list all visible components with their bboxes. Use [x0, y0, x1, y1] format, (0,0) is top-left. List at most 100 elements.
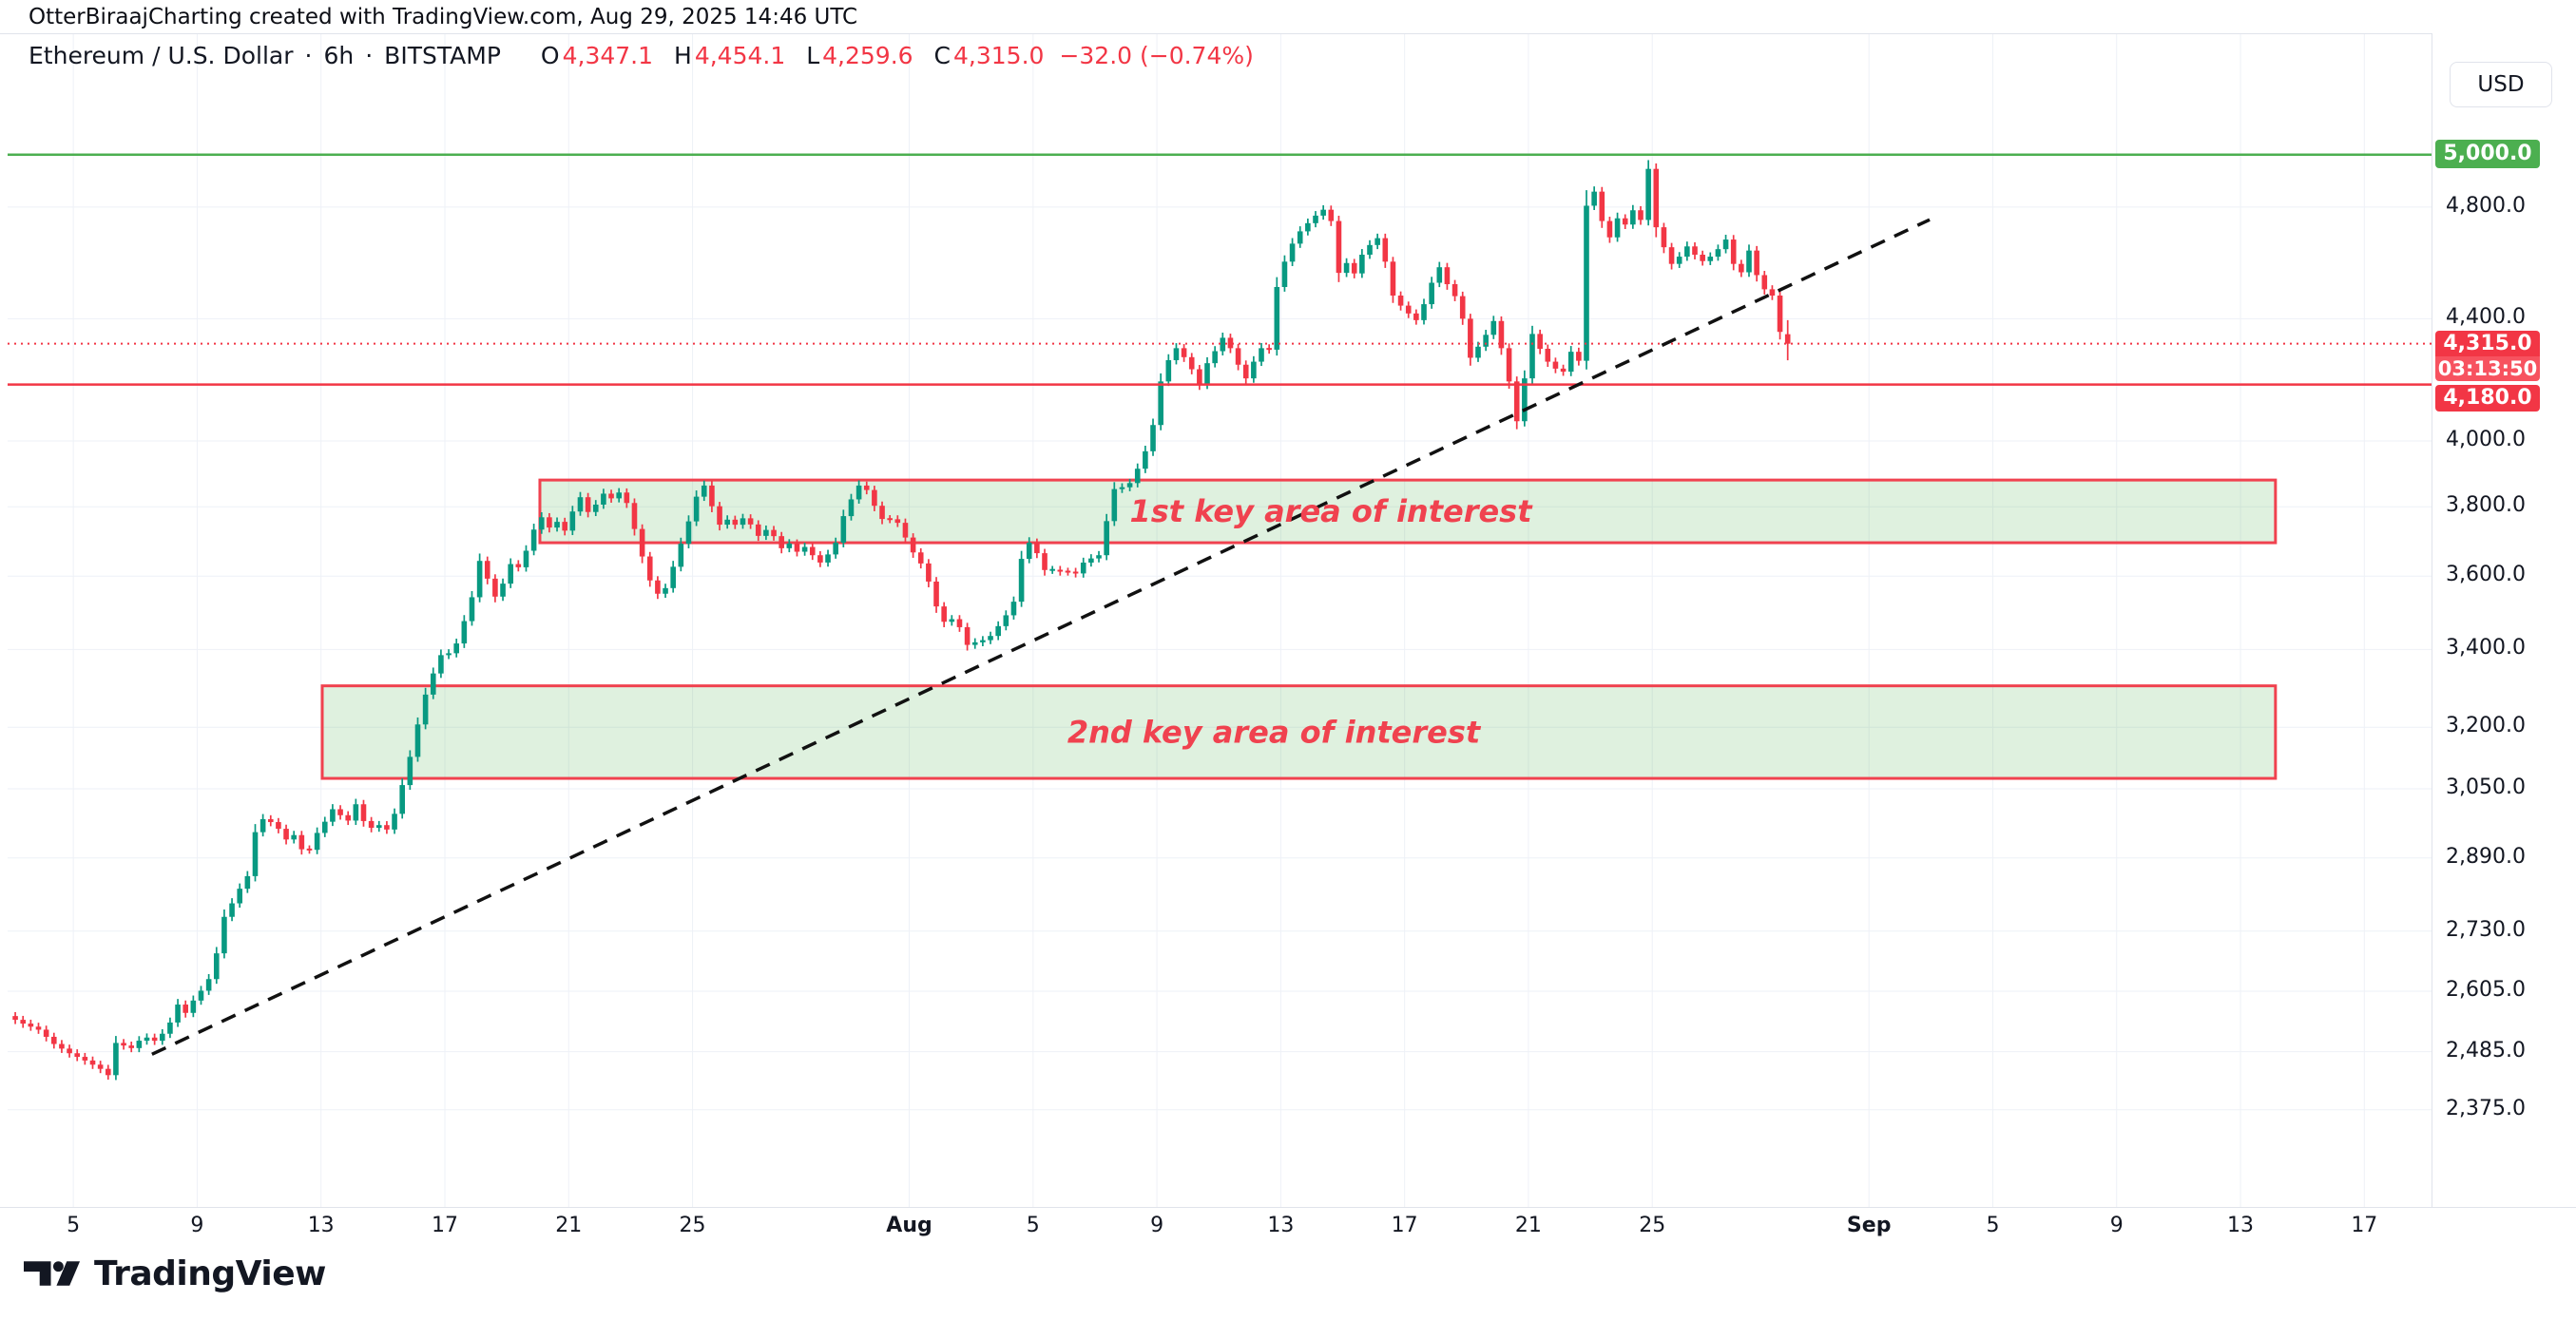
candle-body: [1584, 205, 1589, 361]
candle-body: [523, 550, 529, 567]
candle-body: [1645, 168, 1651, 220]
candle-body: [1010, 602, 1017, 616]
candle-body: [345, 814, 351, 821]
currency-usd-button[interactable]: USD: [2450, 62, 2552, 107]
candle-body: [585, 497, 591, 512]
separator-dot: ·: [304, 42, 313, 69]
candle-body: [1405, 305, 1412, 314]
candle-body: [1700, 255, 1705, 261]
key-area-box-2[interactable]: [320, 684, 2278, 780]
price-tick-label: 3,400.0: [2446, 636, 2526, 660]
candle-body: [1730, 239, 1737, 264]
price-axis[interactable]: USD 5,000.0 4,315.0 03:13:50 4,180.0 4,8…: [2432, 33, 2576, 1245]
candle-body: [136, 1041, 143, 1048]
candle-body: [1251, 361, 1257, 379]
candle-body: [701, 485, 707, 497]
candle-body: [492, 578, 498, 597]
candle-body: [840, 516, 847, 544]
candle-body: [1313, 215, 1318, 223]
candle-body: [89, 1060, 96, 1065]
symbol-title[interactable]: Ethereum / U.S. Dollar: [29, 42, 294, 69]
time-tick-label: 5: [1986, 1214, 2000, 1237]
tradingview-logo-text[interactable]: TradingView: [94, 1254, 326, 1293]
candle-body: [213, 953, 220, 980]
candle-body: [902, 523, 909, 538]
candle-body: [74, 1053, 81, 1058]
candle-body: [809, 546, 816, 556]
candle-body: [1661, 227, 1667, 248]
attribution-text: OtterBiraajCharting created with Trading…: [29, 4, 858, 29]
candle-body: [1739, 263, 1744, 273]
candle-body: [724, 519, 730, 526]
candle-body: [306, 848, 313, 851]
candle-body: [144, 1037, 150, 1042]
candle-body: [1777, 296, 1783, 333]
dashed-trendline[interactable]: [151, 218, 1931, 1056]
time-axis[interactable]: 5 9 13 17 21 25 Aug 5 9 13 17 21 25 Sep 5 9 13 17: [0, 1207, 2432, 1246]
candle-body: [655, 580, 661, 594]
time-tick-label: 21: [1514, 1214, 1542, 1237]
candle-body: [639, 528, 645, 557]
price-tick-label: 2,605.0: [2446, 977, 2526, 1002]
attribution-bar: OtterBiraajCharting created with Trading…: [0, 0, 2576, 33]
candle-body: [113, 1043, 119, 1076]
candle-body: [1367, 244, 1373, 256]
candle-body: [399, 785, 405, 814]
candle-body: [1513, 381, 1520, 422]
axis-corner: [2432, 1207, 2576, 1246]
box2-label[interactable]: 2nd key area of interest: [1067, 714, 1482, 750]
candle-body: [663, 587, 668, 594]
candle-body: [879, 506, 885, 520]
last-price-label: 4,315.0: [2435, 330, 2540, 356]
candle-body: [848, 499, 855, 517]
time-tick-label: 5: [1026, 1214, 1040, 1237]
candle-body: [1158, 381, 1163, 426]
candle-body: [515, 564, 522, 567]
candle-body: [1165, 359, 1172, 382]
candle-body: [616, 492, 622, 499]
candle-body: [949, 619, 955, 622]
candle-body: [121, 1043, 126, 1046]
key-area-box-1[interactable]: [538, 478, 2278, 545]
candle-body: [267, 818, 274, 823]
candle-body: [276, 822, 281, 830]
candle-body: [1576, 352, 1582, 361]
candle-body: [1459, 296, 1466, 319]
candle-body: [1622, 218, 1628, 225]
candle-body: [530, 529, 537, 551]
box1-label[interactable]: 1st key area of interest: [1129, 493, 1533, 529]
candle-body: [547, 517, 552, 528]
candle-body: [1591, 191, 1597, 206]
candle-body: [1653, 168, 1660, 228]
candle-body: [1119, 487, 1125, 489]
candle-body: [1552, 361, 1559, 369]
candle-body: [887, 518, 893, 521]
candle-body: [1049, 568, 1055, 571]
candle-body: [988, 636, 993, 641]
candle-body: [1220, 337, 1226, 352]
close-value: 4,315.0: [953, 42, 1045, 69]
candle-body: [35, 1026, 42, 1030]
candle-body: [1560, 368, 1567, 373]
candle-body: [167, 1022, 173, 1034]
candle-body: [1761, 275, 1768, 290]
candle-body: [12, 1016, 18, 1021]
candle-body: [678, 544, 684, 567]
time-tick-label: 9: [1150, 1214, 1164, 1237]
chart-canvas[interactable]: 1st key area of interest 2nd key area of…: [0, 34, 2432, 1208]
tradingview-logo-icon[interactable]: [24, 1243, 81, 1304]
candle-body: [368, 820, 375, 829]
candle-body: [872, 489, 877, 507]
candle-body: [97, 1064, 104, 1069]
candle-body: [283, 829, 289, 840]
candle-body: [105, 1068, 111, 1076]
price-tick-label: 3,200.0: [2446, 714, 2526, 738]
candle-body: [298, 834, 305, 850]
candle-body: [786, 543, 793, 548]
candle-body: [631, 503, 638, 529]
candle-body: [1676, 257, 1682, 264]
candle-body: [360, 804, 367, 821]
candle-body: [1065, 570, 1071, 573]
candle-body: [1274, 286, 1280, 350]
interval-label[interactable]: 6h: [323, 42, 355, 69]
